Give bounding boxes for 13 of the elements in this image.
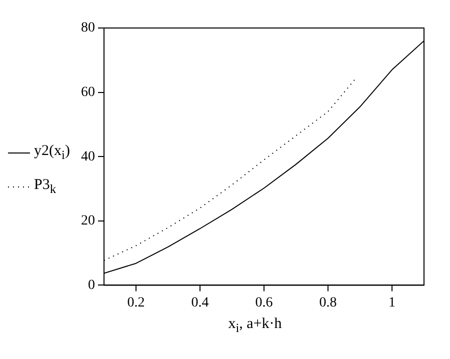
x-tick-label: 0.8 (319, 295, 337, 310)
y-tick-label: 0 (88, 278, 95, 293)
legend-label: y2(x$_{i}$) (34, 143, 70, 163)
y-tick-label: 60 (81, 84, 95, 100)
y-tick-label: 40 (81, 149, 95, 164)
x-tick-label: 0.2 (127, 295, 145, 310)
x-tick-label: 0.6 (255, 295, 273, 310)
x-tick-label: 0.4 (191, 295, 209, 310)
legend-label: P3$_{k}$ (34, 177, 56, 197)
x-axis-title: x$_{i}$, a+k·h (227, 316, 283, 336)
y-tick-label: 20 (81, 214, 95, 229)
y-tick-label: 80 (81, 20, 95, 36)
x-tick-label: 1 (388, 295, 396, 310)
